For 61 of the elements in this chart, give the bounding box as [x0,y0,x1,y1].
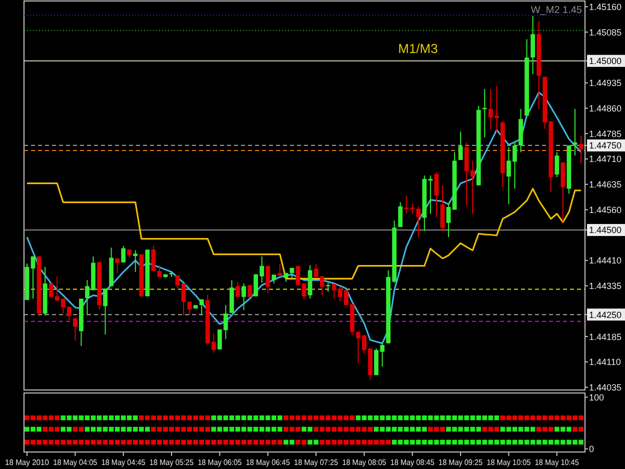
candlestick [572,108,578,156]
candlestick [326,282,330,292]
x-tick-label: 18 May 09:25 [438,458,488,467]
x-tick-label: 18 May 04:45 [101,458,150,467]
y-tick-label: 1.44035 [589,382,622,392]
y-tick-label: 1.44185 [589,332,622,342]
x-tick-label: 18 May 10:05 [486,458,536,467]
candlestick [266,265,270,294]
candlestick [121,245,126,263]
y-tick-label: 1.45160 [589,2,622,12]
candlestick [199,298,204,316]
candlestick [133,250,138,272]
candlestick [578,135,584,164]
candlestick [446,203,451,238]
candlestick [187,301,192,316]
candlestick [320,276,324,296]
y-tick-label: 1.44500 [589,225,622,236]
ref-line-label: W_M2 1.45 [530,5,582,16]
candlestick [181,282,186,316]
y-tick-label: 1.44560 [589,204,622,215]
x-tick-label: 18 May 04:05 [53,458,102,467]
x-tick-label: 18 May 10:45 [534,458,584,467]
candlestick [302,282,306,300]
annotation: M1/M3 [398,41,438,56]
x-tick-label: 18 May 08:05 [342,458,391,467]
y-tick-label: 0 [589,444,594,454]
y-tick-label: 1.44785 [589,128,622,139]
x-tick-label: 18 May 06:05 [198,458,246,467]
y-tick-label: 1.44110 [589,357,621,368]
candlestick [554,152,560,178]
x-tick-label: 18 May 07:25 [294,458,343,467]
candlestick [314,264,318,278]
candlestick [530,15,536,75]
y-tick-label: 100 [589,392,604,402]
candlestick [115,258,120,274]
candlestick [440,184,445,232]
y-tick-label: 1.44335 [589,281,622,292]
y-tick-label: 1.44935 [589,78,622,88]
x-tick-label: 18 May 08:45 [390,458,439,467]
candlestick [151,245,156,272]
candlestick [434,172,439,218]
candlestick [72,318,78,342]
y-tick-label: 1.44710 [589,154,622,164]
x-tick-label: 18 May 2010 [5,458,52,467]
y-tick-label: 1.44410 [589,256,622,266]
y-tick-label: 1.44750 [589,140,622,151]
candlestick [103,288,108,336]
x-tick-label: 18 May 06:45 [246,458,294,467]
y-tick-label: 1.44635 [589,180,622,190]
y-tick-label: 1.44860 [589,103,622,114]
candlestick [30,256,36,300]
x-tick-label: 18 May 05:25 [150,458,198,467]
y-tick-label: 1.44250 [589,310,622,320]
candlestick [248,284,252,298]
y-tick-label: 1.45085 [589,27,622,38]
candlestick [398,202,403,228]
y-tick-label: 1.45000 [589,56,622,66]
candlestick [458,131,463,160]
line-series [26,92,582,344]
candlestick [242,282,246,311]
candlestick [236,281,240,298]
